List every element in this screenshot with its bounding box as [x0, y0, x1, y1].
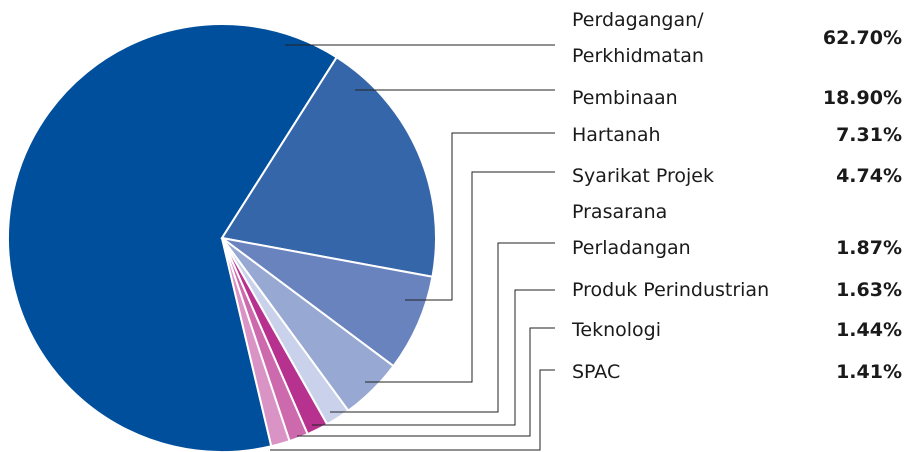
legend-label: Syarikat Projek Prasarana [572, 165, 714, 223]
leader-line [312, 289, 555, 426]
legend-row: Pembinaan 18.90% [572, 80, 902, 116]
leader-line [365, 171, 555, 383]
legend-row: Teknologi 1.44% [572, 312, 902, 348]
value-label: 18.90% [822, 87, 902, 109]
legend-label: SPAC [572, 361, 621, 383]
leader-line [405, 132, 555, 301]
legend-row: Hartanah 7.31% [572, 117, 902, 153]
value-label: 1.41% [836, 361, 902, 383]
leader-line [270, 369, 555, 451]
value-label: 7.31% [836, 124, 902, 146]
slice [221, 237, 291, 448]
legend-label: Perladangan [572, 237, 691, 259]
leader-line [297, 327, 555, 437]
legend-label: Teknologi [572, 319, 661, 341]
value-label: 62.70% [822, 27, 902, 49]
slice [220, 55, 437, 278]
legend-label: Pembinaan [572, 87, 678, 109]
legend-row: Syarikat Projek Prasarana 4.74% [572, 158, 902, 230]
value-label: 1.44% [836, 319, 902, 341]
legend-label: Produk Perindustrian [572, 279, 770, 301]
value-label: 4.74% [836, 165, 902, 187]
legend-row: Perdagangan/ Perkhidmatan 62.70% [572, 2, 902, 74]
legend-row: Perladangan 1.87% [572, 230, 902, 266]
value-label: 1.63% [836, 279, 902, 301]
legend-row: SPAC 1.41% [572, 354, 902, 390]
legend-label: Hartanah [572, 124, 661, 146]
legend-row: Produk Perindustrian 1.63% [572, 272, 902, 308]
slice [221, 237, 434, 368]
leader-line [330, 242, 555, 413]
slice [7, 23, 339, 452]
value-label: 1.87% [836, 237, 902, 259]
legend-label: Perdagangan/ Perkhidmatan [572, 9, 704, 67]
